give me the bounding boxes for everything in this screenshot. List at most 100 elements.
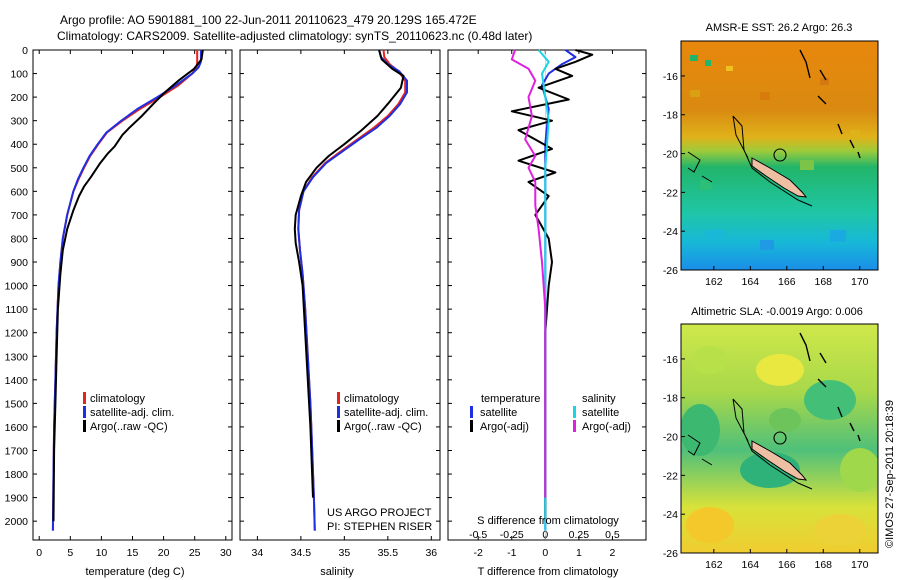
map-y-tick-label: -20 xyxy=(663,432,678,444)
legend-title-salinity: salinity xyxy=(582,393,616,405)
legend-label-satellite: satellite-adj. clim. xyxy=(344,407,428,419)
x-tick-label: 25 xyxy=(189,547,201,559)
figure-title-line1: Argo profile: AO 5901881_100 22-Jun-2011… xyxy=(60,13,477,27)
legend-swatch-satellite xyxy=(337,406,340,418)
legend-label-satellite: satellite-adj. clim. xyxy=(90,407,174,419)
sla-map-title: Altimetric SLA: -0.0019 Argo: 0.006 xyxy=(691,306,863,318)
map-y-tick-label: -26 xyxy=(663,548,678,560)
difference-xlabel-bottom: T difference from climatology xyxy=(478,566,619,578)
project-line2: PI: STEPHEN RISER xyxy=(327,521,432,533)
x-tick-label: -2 xyxy=(474,547,483,559)
map-x-tick-label: 170 xyxy=(851,559,869,571)
x-tick-label: 35.5 xyxy=(378,547,399,559)
map-y-tick-label: -24 xyxy=(663,226,678,238)
difference-xlabel-top: S difference from climatology xyxy=(477,515,619,527)
map-x-tick-label: 164 xyxy=(742,559,760,571)
y-tick-label: 0 xyxy=(22,45,28,57)
y-tick-label: 1200 xyxy=(5,328,29,340)
map-x-tick-label: 168 xyxy=(815,559,833,571)
map-x-tick-label: 162 xyxy=(705,276,723,288)
map-y-tick-label: -18 xyxy=(663,110,678,122)
map-x-tick-label: 164 xyxy=(742,276,760,288)
map-x-tick-label: 168 xyxy=(815,276,833,288)
series-line-satellite xyxy=(297,49,408,531)
map-y-tick-label: -24 xyxy=(663,509,678,521)
x-tick-label: 5 xyxy=(67,547,73,559)
y-tick-label: 1300 xyxy=(5,351,29,363)
new-caledonia-landmass xyxy=(751,440,808,481)
map-y-tick-label: -16 xyxy=(663,71,678,83)
temperature-legend: climatology satellite-adj. clim. Argo(..… xyxy=(83,392,174,433)
legend-swatch-sal-satellite xyxy=(573,406,576,418)
y-tick-label: 1400 xyxy=(5,375,29,387)
salinity-xlabel: salinity xyxy=(320,566,354,578)
legend-label-argo: Argo(..raw -QC) xyxy=(344,421,422,433)
y-tick-label: 200 xyxy=(10,92,28,104)
reef-outline xyxy=(732,398,813,490)
y-tick-label: 1100 xyxy=(5,304,28,316)
salinity-legend: climatology satellite-adj. clim. Argo(..… xyxy=(337,392,428,433)
x-tick-label: 0 xyxy=(36,547,42,559)
x-tick-label: 35 xyxy=(339,547,351,559)
y-tick-label: 2000 xyxy=(5,516,29,528)
vanuatu-islands xyxy=(799,332,861,442)
s-tick-label: -0.5 xyxy=(469,529,487,541)
y-tick-label: 400 xyxy=(10,139,28,151)
temperature-plot-frame xyxy=(32,49,233,541)
s-tick-label: 0.25 xyxy=(569,529,590,541)
series-line-argo xyxy=(52,49,204,522)
sst-field-texture xyxy=(690,55,860,250)
x-tick-label: 10 xyxy=(96,547,108,559)
legend-title-temperature: temperature xyxy=(481,393,540,405)
s-tick-label: -0.25 xyxy=(500,529,524,541)
legend-swatch-sal-argo xyxy=(573,420,576,432)
legend-label-argo: Argo(..raw -QC) xyxy=(90,421,168,433)
y-tick-label: 500 xyxy=(10,163,28,175)
sla-map: Altimetric SLA: -0.0019 Argo: 0.006 162 1… xyxy=(663,306,879,571)
x-tick-label: 1 xyxy=(576,547,582,559)
map-y-tick-label: -20 xyxy=(663,149,678,161)
credit-text: ©IMOS 27-Sep-2011 20:18:39 xyxy=(884,400,896,548)
x-tick-label: 34 xyxy=(252,547,264,559)
legend-label-temp-satellite: satellite xyxy=(480,407,517,419)
argo-float-marker xyxy=(773,431,787,445)
y-tick-label: 1600 xyxy=(5,422,29,434)
difference-profile-plot: -2 -1 0 1 2-0.5 -0.25 0 0.25 0.5 xyxy=(447,49,647,559)
y-tick-label: 300 xyxy=(10,116,28,128)
x-tick-label: 30 xyxy=(220,547,232,559)
legend-swatch-climatology xyxy=(337,392,340,404)
map-y-tick-label: -22 xyxy=(663,187,678,199)
map-y-tick-label: -26 xyxy=(663,265,678,277)
y-tick-label: 1800 xyxy=(5,469,29,481)
series-line-argo xyxy=(293,49,405,498)
x-tick-label: 36 xyxy=(425,547,437,559)
legend-swatch-argo xyxy=(337,420,340,432)
project-line1: US ARGO PROJECT xyxy=(327,507,432,519)
map-x-tick-label: 166 xyxy=(778,276,796,288)
legend-swatch-climatology xyxy=(83,392,86,404)
y-tick-label: 1700 xyxy=(5,445,29,457)
legend-label-climatology: climatology xyxy=(344,393,400,405)
map-y-tick-label: -16 xyxy=(663,354,678,366)
temperature-profile-plot: 0100200300400500600700800900100011001200… xyxy=(5,45,233,559)
map-y-tick-label: -22 xyxy=(663,470,678,482)
chesterfield-reef xyxy=(687,434,713,466)
y-tick-label: 1900 xyxy=(5,493,29,505)
vanuatu-islands xyxy=(799,49,861,159)
legend-label-temp-argo: Argo(-adj) xyxy=(480,421,529,433)
sst-map-axes: 162 164 166 168 170 -16 -18 -20 -22 -24 -26 xyxy=(663,71,869,288)
chesterfield-reef xyxy=(687,151,713,183)
x-tick-label: 15 xyxy=(127,547,139,559)
figure-title-line2: Climatology: CARS2009. Satellite-adjuste… xyxy=(57,29,532,43)
series-line-salinity_argo xyxy=(510,49,547,498)
x-tick-label: 2 xyxy=(610,547,616,559)
reef-outline xyxy=(732,115,813,207)
difference-legend: temperature salinity satellite Argo(-adj… xyxy=(470,393,631,433)
x-tick-label: -1 xyxy=(507,547,516,559)
legend-swatch-argo xyxy=(83,420,86,432)
sla-map-axes: 162 164 166 168 170 -16 -18 -20 -22 -24 -26 xyxy=(663,354,869,571)
y-tick-label: 800 xyxy=(10,233,28,245)
legend-label-sal-satellite: satellite xyxy=(582,407,619,419)
map-x-tick-label: 166 xyxy=(778,559,796,571)
